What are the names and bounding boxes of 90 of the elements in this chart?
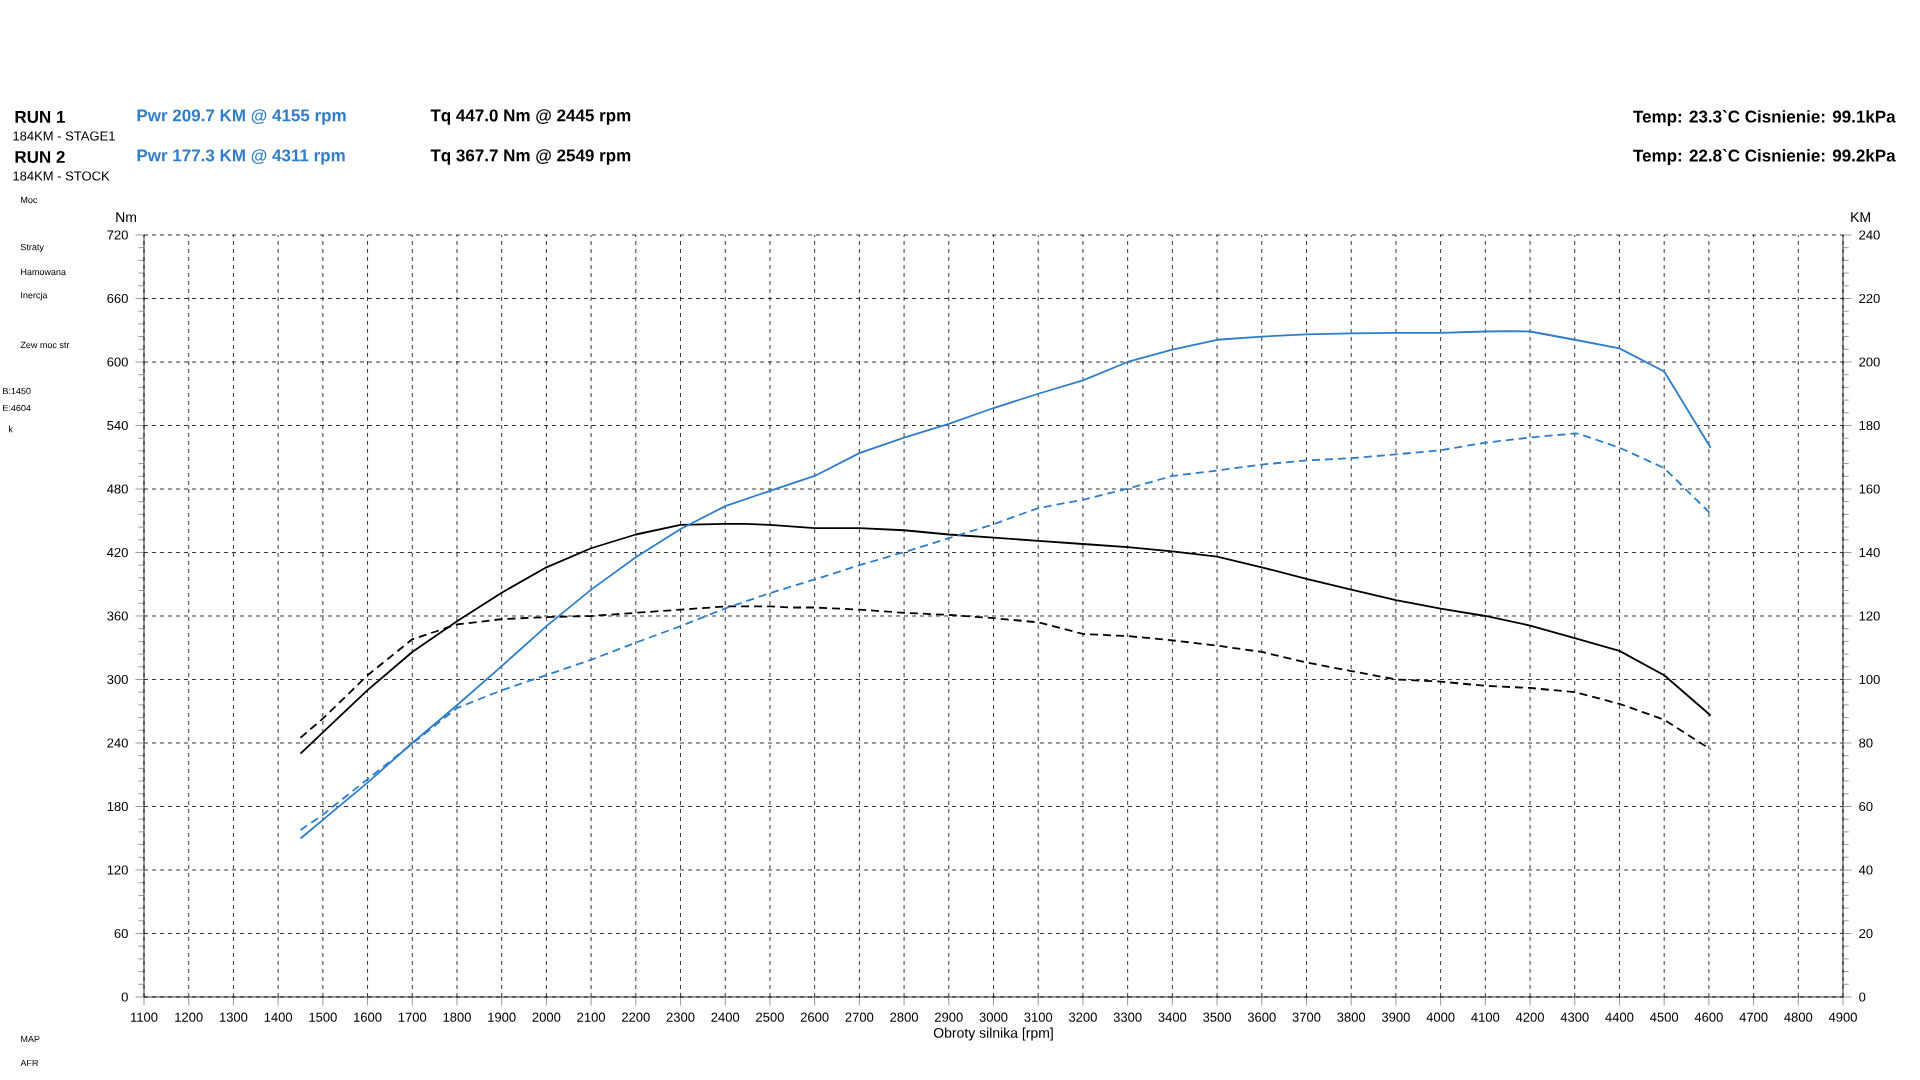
x-tick-label: 2600: [800, 1012, 829, 1022]
y2-tick-label: 240: [1859, 230, 1880, 240]
y-tick-label: 420: [107, 547, 128, 558]
y-tick-label: 0: [121, 992, 128, 1002]
text: Pwr 209.7 KM @ 4155 rpm: [137, 109, 346, 125]
y-tick-label: 120: [107, 865, 128, 875]
text: Tq 447.0 Nm @ 2445 rpm: [430, 109, 631, 125]
x-tick-label: 4900: [1828, 1012, 1857, 1022]
text: RUN 2: [15, 150, 65, 163]
y-tick-label: 600: [107, 357, 128, 367]
y-tick-label: 240: [107, 738, 128, 748]
x-tick-label: 4100: [1471, 1012, 1500, 1022]
y2-tick-label: 60: [1859, 801, 1873, 812]
y2-tick-label: 100: [1859, 674, 1880, 685]
y2-tick-label: 200: [1859, 357, 1880, 367]
x-tick-label: 4400: [1605, 1012, 1634, 1022]
x-tick-label: 4000: [1426, 1012, 1455, 1022]
x-tick-label: 1500: [309, 1012, 337, 1022]
x-tick-label: 2100: [577, 1012, 606, 1022]
x-tick-label: 1800: [443, 1012, 471, 1022]
y-tick-label: 360: [107, 611, 128, 621]
x-tick-label: 2800: [890, 1012, 919, 1022]
y2-tick-label: 140: [1859, 547, 1880, 558]
text: E:4604: [3, 404, 31, 412]
y2-tick-label: 120: [1859, 611, 1880, 621]
y-tick-label: 60: [114, 928, 128, 939]
x-tick-label: 2700: [845, 1012, 874, 1022]
x-tick-label: 4800: [1784, 1012, 1813, 1022]
line-series: [299, 330, 1712, 840]
y2-tick-label: 180: [1859, 420, 1880, 431]
y-tick-label: 480: [107, 484, 128, 494]
y-tick-label: 720: [107, 230, 128, 240]
x-tick-label: 1300: [219, 1012, 248, 1022]
x-tick-label: 2000: [532, 1012, 561, 1022]
text: Pwr 177.3 KM @ 4311 rpm: [137, 149, 345, 165]
x-tick-label: 4500: [1650, 1012, 1679, 1022]
y2-tick-label: 80: [1859, 738, 1873, 748]
x-tick-label: 2500: [756, 1012, 784, 1022]
text: B:1450: [3, 387, 31, 395]
text: MAP: [21, 1035, 40, 1043]
y-tick-label: 540: [107, 420, 128, 431]
x-tick-label: 1400: [264, 1012, 293, 1022]
y-tick-label: 180: [107, 801, 128, 812]
x-tick-label: 3800: [1337, 1012, 1366, 1022]
x-tick-label: 3700: [1292, 1012, 1321, 1022]
text: 184KM - STOCK: [13, 171, 110, 181]
x-tick-label: 4300: [1560, 1012, 1589, 1022]
text: Hamowana: [21, 268, 66, 276]
x-tick-label: 3400: [1158, 1012, 1187, 1022]
text: Tq 367.7 Nm @ 2549 rpm: [430, 149, 631, 165]
text: Zew moc str: [20, 341, 70, 349]
y2-tick-label: 220: [1859, 293, 1880, 304]
text: RUN 1: [15, 111, 65, 123]
y-tick-label: 660: [107, 293, 128, 304]
x-tick-label: 3100: [1024, 1012, 1053, 1022]
text: k: [9, 425, 13, 433]
text: Moc: [21, 196, 38, 204]
x-tick-label: 3300: [1113, 1012, 1142, 1022]
text: Straty: [20, 243, 44, 253]
x-tick-label: 3900: [1381, 1012, 1410, 1022]
y2-axis-title: KM: [1851, 212, 1870, 222]
x-tick-label: 1600: [354, 1012, 382, 1022]
x-tick-label: 3500: [1203, 1012, 1231, 1022]
x-tick-label: 1200: [175, 1012, 203, 1022]
text: Temp: 23.3`C Cisnienie: 99.1kPa: [1633, 109, 1896, 126]
x-tick-label: 1700: [398, 1012, 427, 1022]
x-tick-label: 4600: [1694, 1012, 1723, 1022]
text: 184KM - STAGE1: [13, 131, 115, 141]
x-tick-label: 1900: [488, 1012, 516, 1022]
text: AFR: [20, 1059, 38, 1067]
y-tick-label: 300: [107, 674, 128, 685]
y-axis-title: Nm: [116, 212, 137, 222]
y2-tick-label: 0: [1859, 992, 1866, 1002]
x-tick-label: 4700: [1739, 1012, 1768, 1022]
line-series: [299, 523, 1712, 755]
y2-tick-label: 160: [1859, 484, 1880, 494]
x-tick-label: 2300: [666, 1012, 695, 1022]
x-tick-label: 3200: [1068, 1012, 1097, 1022]
text: Inercja: [21, 291, 48, 301]
x-tick-label: 2900: [935, 1012, 963, 1022]
x-axis-title: Obroty silnika [rpm]: [933, 1027, 1053, 1041]
text: Temp: 22.8`C Cisnienie: 99.2kPa: [1633, 148, 1896, 165]
x-tick-label: 2400: [711, 1012, 740, 1022]
x-tick-label: 1100: [131, 1012, 158, 1022]
x-tick-label: 2200: [622, 1012, 650, 1022]
y2-tick-label: 40: [1858, 865, 1873, 875]
x-tick-label: 3000: [979, 1012, 1008, 1022]
x-tick-label: 4200: [1515, 1012, 1544, 1022]
x-tick-label: 3600: [1247, 1012, 1276, 1022]
y2-tick-label: 20: [1859, 928, 1873, 939]
